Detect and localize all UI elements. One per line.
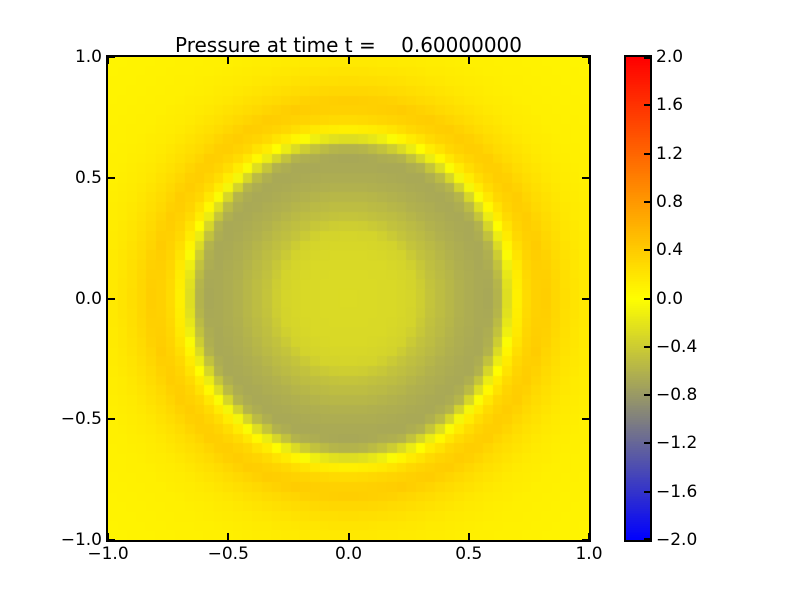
y-tick-label: 0.5: [74, 167, 102, 188]
colorbar-tick-label: 0.8: [656, 191, 684, 212]
colorbar-tick-label: 0.0: [656, 288, 684, 309]
x-tick-label: 0.0: [334, 544, 363, 564]
colorbar-tick-label: 2.0: [656, 47, 684, 67]
x-tick-label: 0.5: [455, 544, 483, 564]
colorbar-tick-label: 1.2: [656, 143, 684, 164]
colorbar-tick-label: −1.2: [656, 433, 698, 454]
colorbar-tick-label: 0.4: [656, 240, 684, 261]
y-tick-label: 0.0: [74, 288, 102, 309]
x-tick-label: −0.5: [207, 544, 249, 564]
y-tick-label: −1.0: [60, 530, 102, 550]
colorbar-tick-label: −0.4: [656, 336, 698, 357]
plot-title: Pressure at time t = 0.60000000: [174, 33, 523, 57]
colorbar-canvas: [626, 57, 650, 540]
x-tick-label: −1.0: [87, 544, 129, 564]
y-tick-label: 1.0: [74, 47, 102, 67]
colorbar-tick-label: −0.8: [656, 385, 698, 406]
colorbar-tick-label: −1.6: [656, 481, 698, 502]
x-tick-label: 1.0: [575, 544, 603, 564]
y-tick-label: −0.5: [60, 409, 102, 430]
heatmap-canvas: [108, 57, 589, 540]
colorbar-tick-label: −2.0: [656, 530, 698, 550]
colorbar-tick-label: 1.6: [656, 95, 684, 116]
